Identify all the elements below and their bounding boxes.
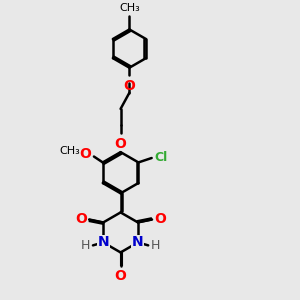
Text: O: O: [115, 268, 127, 283]
Text: CH₃: CH₃: [59, 146, 80, 156]
Text: O: O: [124, 79, 135, 93]
Text: CH₃: CH₃: [119, 3, 140, 13]
Text: H: H: [81, 239, 90, 253]
Text: O: O: [154, 212, 166, 226]
Text: O: O: [75, 212, 87, 226]
Text: Cl: Cl: [154, 151, 168, 164]
Text: O: O: [115, 137, 127, 151]
Text: N: N: [132, 236, 144, 249]
Text: H: H: [151, 239, 160, 253]
Text: N: N: [98, 236, 109, 249]
Text: O: O: [80, 147, 92, 161]
